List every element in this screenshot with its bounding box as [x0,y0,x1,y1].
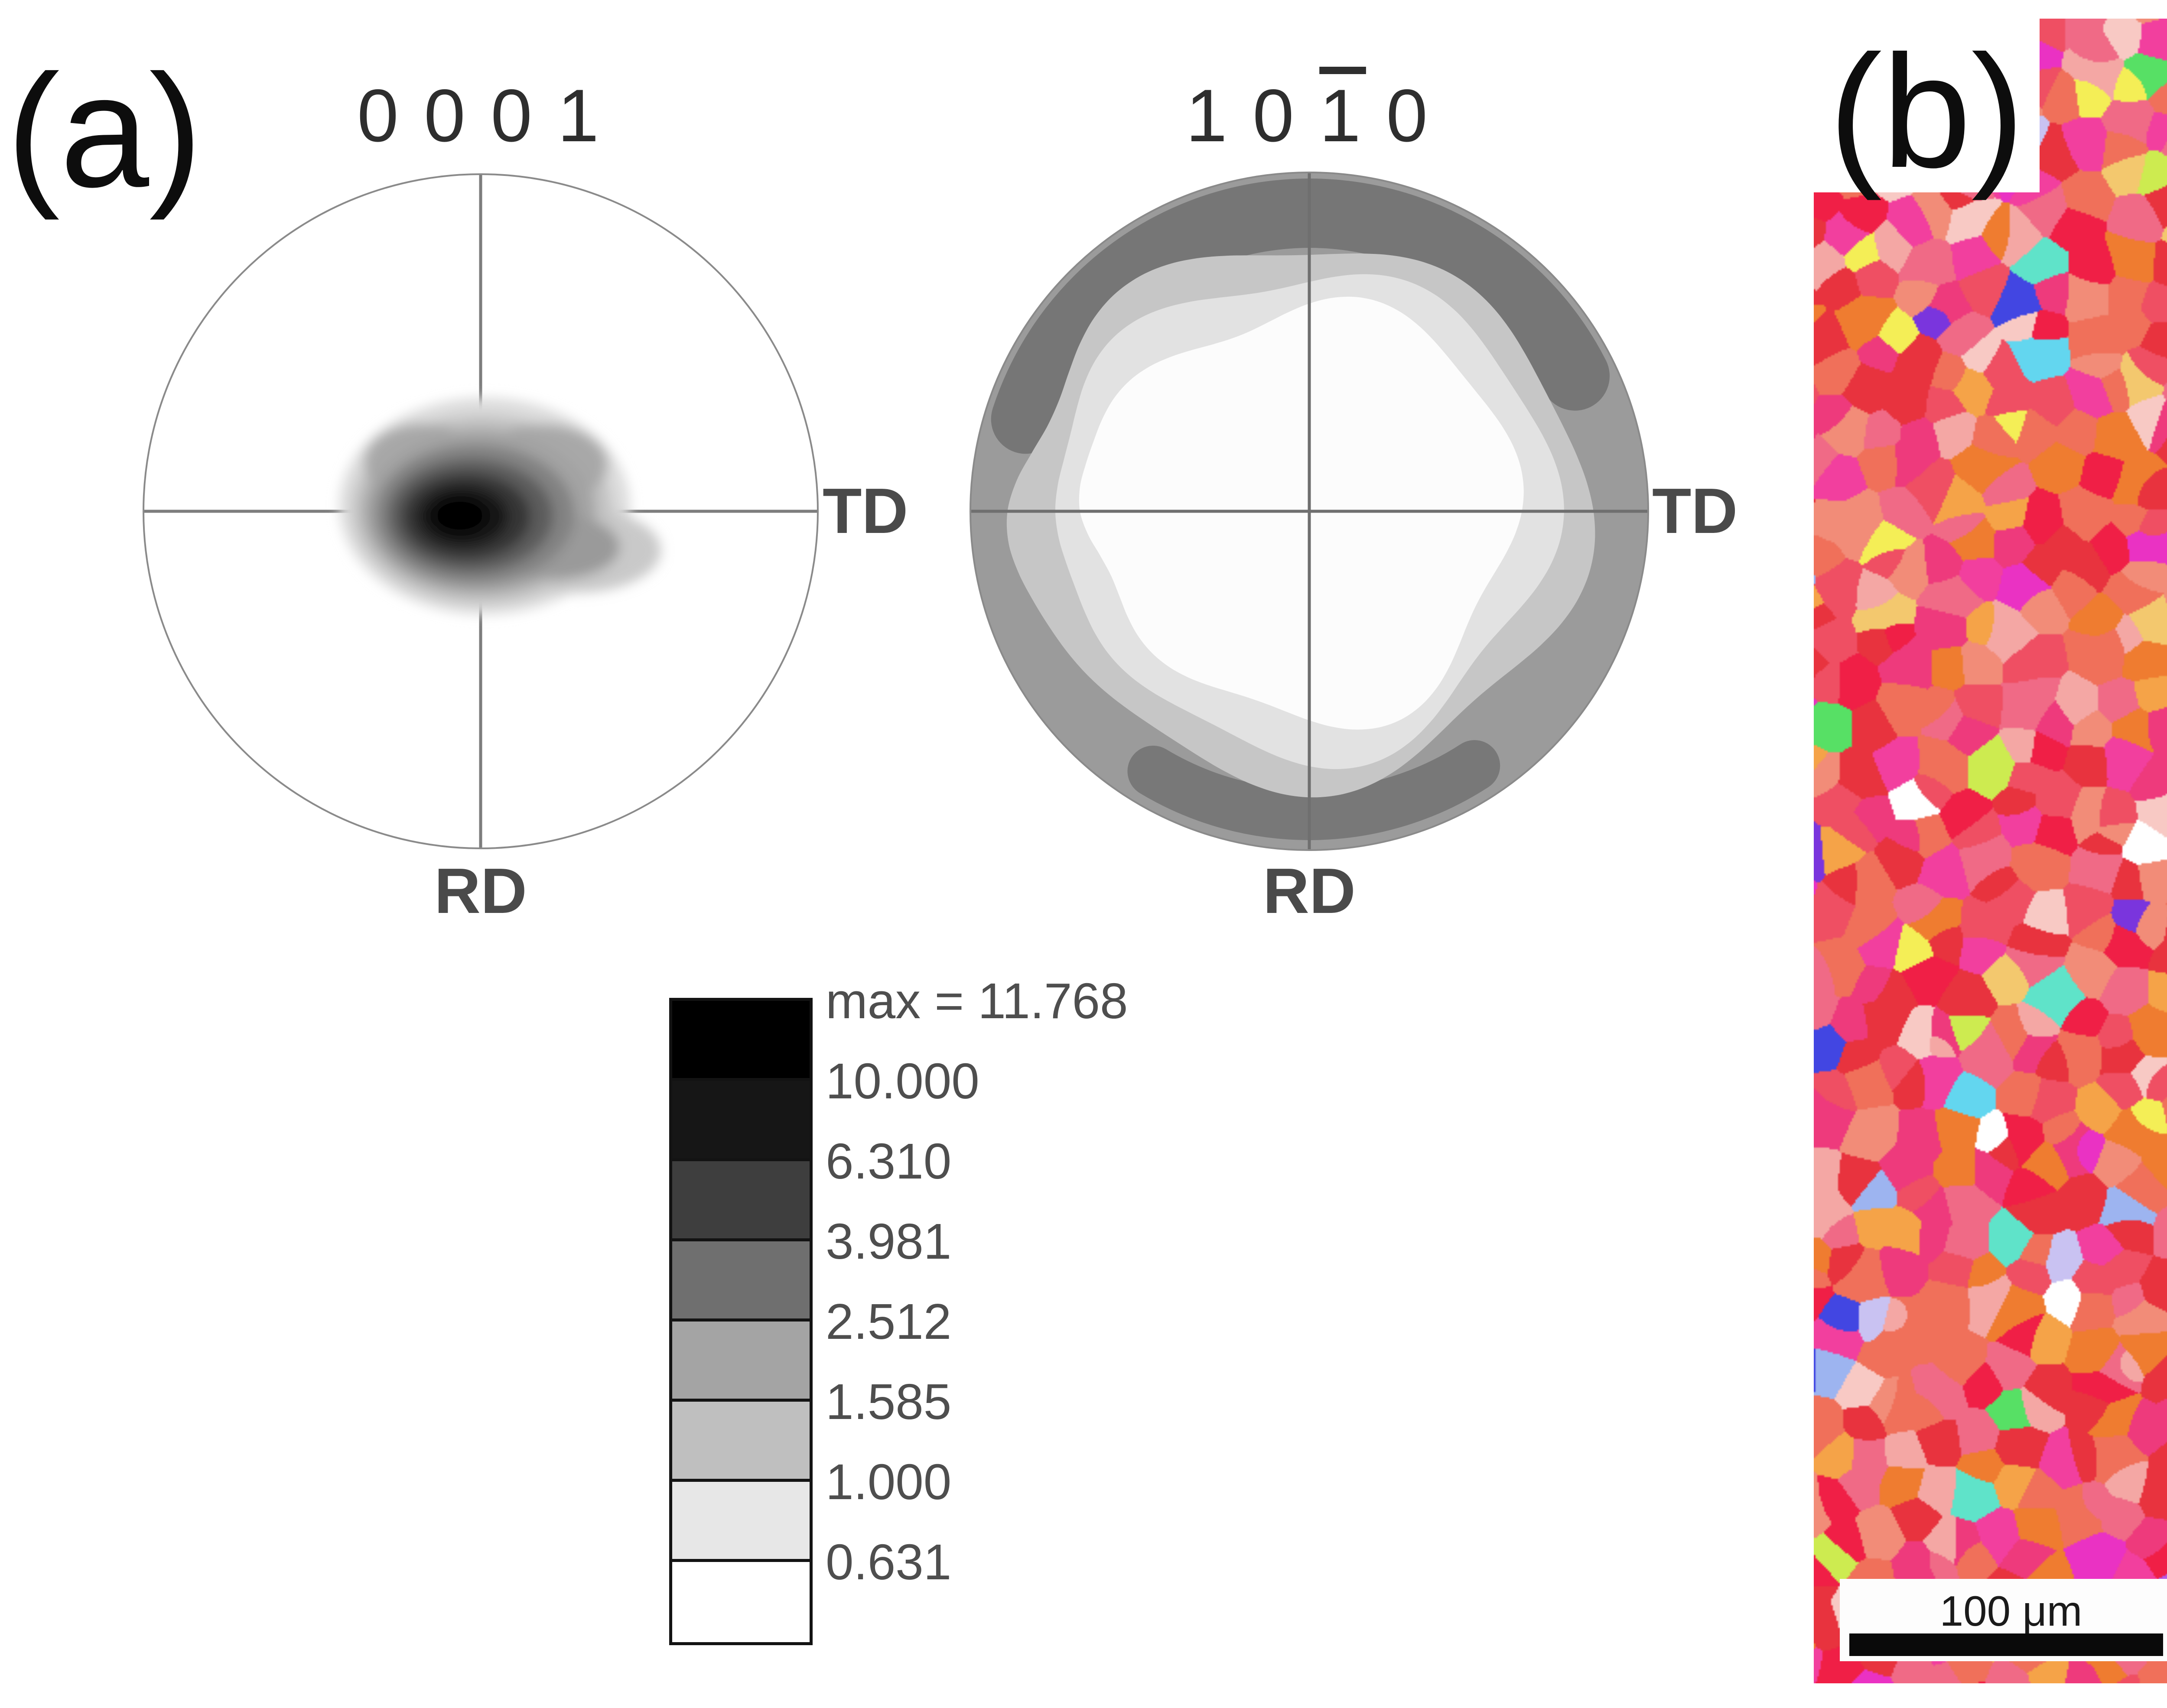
pf1-circle-outline [143,173,819,849]
legend-level-label: 1.000 [826,1454,952,1510]
legend-color-box [672,1402,810,1482]
legend-color-box [672,1482,810,1562]
panel-b-label: (b) [1829,22,2025,201]
pf2-dark-arc-top [991,179,1610,454]
scale-bar-rule [1849,1633,2163,1656]
pf2-rd-label: RD [1263,855,1356,927]
legend-max-label: max = 11.768 [826,973,1128,1029]
legend-color-box [672,1322,810,1402]
pf2-td-label: TD [1652,475,1738,547]
intensity-legend-labels: max = 11.768 10.000 6.310 3.981 2.512 1.585 1.… [826,0,1302,1708]
legend-level-label: 0.631 [826,1534,952,1590]
pf2-dark-arc-bottom [1127,740,1500,840]
legend-color-box [672,1081,810,1161]
pf1-rd-label: RD [434,855,527,927]
pole-figure-0001 [143,173,819,849]
legend-color-box [672,1241,810,1322]
pf1-td-label: TD [823,475,908,547]
pf2-circle-outline [970,172,1649,851]
legend-color-box [672,1562,810,1642]
pf1-intensity-blob [339,398,661,614]
intensity-legend-boxes [669,998,813,1645]
legend-color-box [672,1001,810,1081]
ebsd-ipf-map [1814,19,2167,1683]
panel-a-label: (a) [7,42,203,221]
pole-figure-1010 [970,172,1649,851]
scale-bar-label: 100 μm [1939,1587,2082,1635]
scale-bar: 100 μm [1840,1579,2167,1661]
pole-figure-1010-title: 1 0 1 0 [1186,74,1433,157]
pole-figures-graphic [143,172,1649,851]
legend-level-label: 6.310 [826,1133,952,1189]
legend-level-label: 10.000 [826,1053,979,1109]
legend-level-label: 3.981 [826,1213,952,1270]
legend-level-label: 1.585 [826,1374,952,1430]
legend-color-box [672,1161,810,1241]
panel-b-label-box: (b) [1814,19,2040,201]
pf2-center-minimum [1079,296,1524,730]
pole-figure-0001-title: 0 0 0 1 [357,74,604,157]
legend-level-label: 2.512 [826,1293,952,1350]
